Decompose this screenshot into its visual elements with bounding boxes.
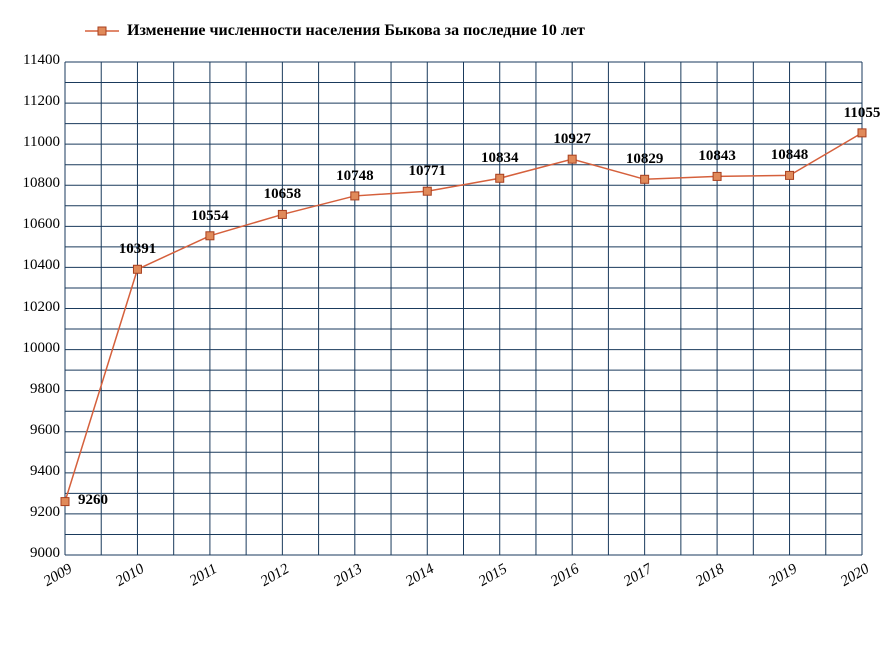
y-axis-tick-label: 10200 — [5, 299, 60, 316]
y-axis-tick-label: 9400 — [5, 463, 60, 480]
data-point-label: 10658 — [264, 186, 302, 203]
data-point-label: 10927 — [553, 131, 591, 148]
data-point-label: 10748 — [336, 168, 374, 185]
chart-plot — [0, 0, 884, 650]
chart-container: Изменение численности населения Быкова з… — [0, 0, 884, 650]
data-point-label: 11055 — [844, 105, 881, 122]
data-point-label: 10554 — [191, 208, 229, 225]
data-point-label: 10771 — [409, 163, 447, 180]
y-axis-tick-label: 10800 — [5, 175, 60, 192]
y-axis-tick-label: 11400 — [5, 52, 60, 69]
y-axis-tick-label: 10000 — [5, 340, 60, 357]
y-axis-tick-label: 9800 — [5, 381, 60, 398]
data-point-label: 10391 — [119, 241, 157, 258]
data-point-label: 9260 — [78, 492, 108, 509]
y-axis-tick-label: 10400 — [5, 257, 60, 274]
data-point-label: 10834 — [481, 150, 519, 167]
y-axis-tick-label: 11200 — [5, 93, 60, 110]
y-axis-tick-label: 9000 — [5, 545, 60, 562]
y-axis-tick-label: 11000 — [5, 134, 60, 151]
y-axis-tick-label: 10600 — [5, 216, 60, 233]
data-point-label: 10829 — [626, 151, 664, 168]
data-point-label: 10848 — [771, 147, 809, 164]
y-axis-tick-label: 9200 — [5, 504, 60, 521]
y-axis-tick-label: 9600 — [5, 422, 60, 439]
data-point-label: 10843 — [698, 148, 736, 165]
